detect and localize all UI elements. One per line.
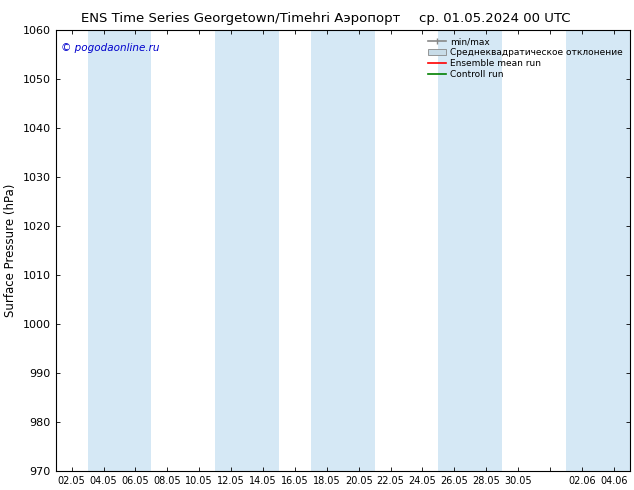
- Bar: [311, 30, 375, 471]
- Bar: [566, 30, 630, 471]
- Legend: min/max, Среднеквадратическое отклонение, Ensemble mean run, Controll run: min/max, Среднеквадратическое отклонение…: [425, 35, 625, 81]
- Text: ENS Time Series Georgetown/Timehri Аэропорт: ENS Time Series Georgetown/Timehri Аэроп…: [81, 12, 401, 25]
- Text: ср. 01.05.2024 00 UTC: ср. 01.05.2024 00 UTC: [419, 12, 570, 25]
- Bar: [438, 30, 502, 471]
- Y-axis label: Surface Pressure (hPa): Surface Pressure (hPa): [4, 184, 17, 318]
- Bar: [87, 30, 152, 471]
- Text: © pogodaonline.ru: © pogodaonline.ru: [61, 44, 160, 53]
- Bar: [215, 30, 279, 471]
